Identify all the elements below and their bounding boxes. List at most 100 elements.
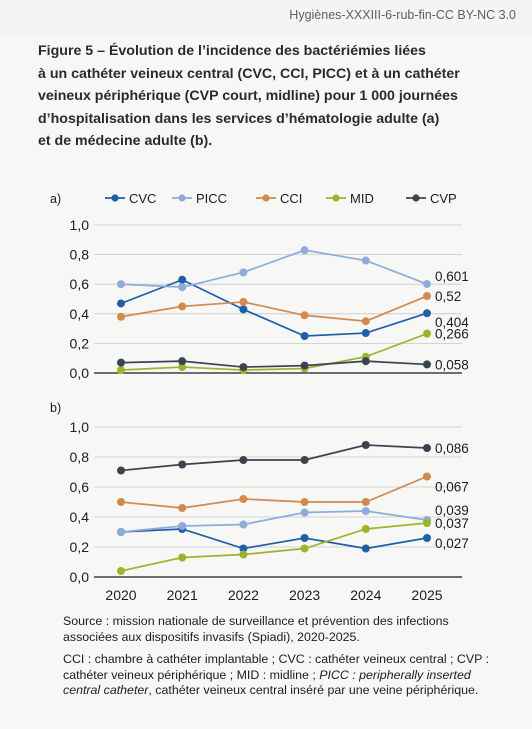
end-label-cvc: 0,404: [435, 315, 469, 330]
end-label-cci: 0,52: [435, 289, 461, 304]
data-point-picc: [361, 256, 370, 265]
legend-label: PICC: [196, 191, 227, 206]
data-point-cci: [117, 312, 125, 321]
figure-title-line: Figure 5 – Évolution de l’incidence des …: [38, 43, 426, 59]
data-point-picc: [423, 280, 431, 289]
y-tick-label: 0,6: [70, 479, 90, 495]
data-point-picc: [239, 520, 248, 529]
data-point-mid: [117, 567, 125, 575]
data-point-cci: [361, 498, 370, 506]
data-point-cci: [239, 495, 248, 503]
end-label-cci: 0,067: [435, 480, 469, 495]
data-point-cvc: [300, 534, 309, 542]
series-line-mid: [120, 332, 428, 371]
figure-box: [0, 34, 532, 729]
end-label-picc: 0,601: [435, 269, 469, 284]
end-label-cvp: 0,086: [435, 441, 469, 456]
data-point-picc: [178, 522, 187, 530]
x-tick-label: 2024: [350, 587, 381, 603]
end-label-mid: 0,037: [435, 516, 469, 531]
series-line-cci: [120, 295, 428, 323]
y-tick-label: 0,2: [70, 539, 90, 555]
data-point-cvp: [117, 358, 125, 367]
figure-notes: Source : mission nationale de surveillan…: [63, 614, 503, 706]
abbreviations-note: CCI : chambre à cathéter implantable ; C…: [63, 652, 503, 699]
data-point-cci: [117, 498, 125, 506]
x-tick-label: 2023: [289, 587, 320, 603]
abbreviations-part2: , cathéter veineux central inséré par un…: [148, 683, 479, 697]
data-point-picc: [300, 508, 309, 517]
legend-marker-cvc: [111, 194, 119, 202]
source-note: Source : mission nationale de surveillan…: [63, 614, 449, 644]
data-point-mid: [361, 525, 370, 533]
series-line-cvc: [120, 528, 428, 550]
legend-label: MID: [350, 191, 374, 206]
series-line-cvp: [120, 444, 428, 472]
data-point-mid: [178, 363, 187, 372]
figure-title-line: d’hospitalisation dans les services d’hé…: [38, 110, 440, 127]
legend-marker-cvp: [412, 194, 420, 202]
data-point-cvp: [178, 460, 187, 469]
data-point-cvc: [178, 275, 187, 284]
data-point-cci: [239, 297, 248, 306]
panel-label: b): [50, 401, 61, 415]
x-tick-label: 2022: [228, 587, 259, 603]
data-point-picc: [178, 283, 187, 292]
y-tick-label: 0,6: [70, 276, 90, 292]
end-label-cvp: 0,058: [435, 357, 469, 372]
data-point-cvp: [239, 456, 248, 464]
data-point-cvp: [178, 357, 187, 366]
data-point-cci: [178, 504, 187, 512]
data-point-cvp: [423, 444, 431, 452]
figure-title-line: à un cathéter veineux central (CVC, CCI,…: [38, 65, 460, 82]
data-point-cvp: [361, 441, 370, 449]
header-credit: Hygiènes-XXXIII-6-rub-fin-CC BY-NC 3.0: [289, 8, 516, 22]
y-tick-label: 0,0: [70, 569, 90, 585]
y-tick-label: 1,0: [70, 419, 90, 435]
header-bar: Hygiènes-XXXIII-6-rub-fin-CC BY-NC 3.0: [0, 0, 532, 34]
x-tick-label: 2021: [167, 587, 198, 603]
data-point-cvc: [423, 534, 431, 542]
data-point-cvc: [239, 544, 248, 553]
data-point-picc: [361, 507, 370, 515]
data-point-cvp: [117, 466, 125, 475]
data-point-picc: [300, 246, 309, 255]
legend-marker-mid: [332, 194, 340, 202]
data-point-cci: [423, 472, 431, 481]
data-point-cvc: [423, 309, 431, 318]
series-line-picc: [120, 249, 428, 289]
data-point-mid: [117, 366, 125, 375]
legend-marker-picc: [178, 194, 186, 202]
data-point-cvp: [300, 456, 309, 464]
data-point-cvc: [361, 329, 370, 338]
data-point-cci: [300, 498, 309, 506]
y-tick-label: 0,8: [70, 247, 90, 263]
x-tick-label: 2025: [411, 587, 442, 603]
figure-title: Figure 5 – Évolution de l’incidence des …: [38, 40, 508, 153]
data-point-mid: [423, 519, 431, 527]
figure-title-line: veineux périphérique (CVP court, midline…: [38, 88, 458, 104]
data-point-mid: [423, 329, 431, 338]
legend-label: CCI: [280, 191, 302, 206]
y-tick-label: 0,0: [70, 365, 90, 381]
x-tick-label: 2020: [105, 587, 136, 603]
data-point-cvp: [423, 360, 431, 369]
data-point-cvp: [361, 357, 370, 366]
data-point-cci: [361, 317, 370, 326]
data-point-cci: [178, 302, 187, 311]
data-point-picc: [117, 528, 125, 536]
legend-label: CVP: [430, 191, 457, 206]
y-tick-label: 0,8: [70, 449, 90, 465]
legend-marker-cci: [262, 194, 270, 202]
y-tick-label: 1,0: [70, 217, 90, 233]
data-point-cvc: [300, 332, 309, 340]
y-tick-label: 0,2: [70, 335, 90, 351]
y-tick-label: 0,4: [70, 306, 90, 322]
legend-label: CVC: [129, 191, 156, 206]
abbreviations-picc: PICC : peripherally inserted central cat…: [63, 667, 471, 698]
series-line-picc: [120, 510, 428, 533]
data-point-picc: [239, 268, 248, 277]
y-tick-label: 0,4: [70, 509, 90, 525]
data-point-cci: [423, 292, 431, 301]
